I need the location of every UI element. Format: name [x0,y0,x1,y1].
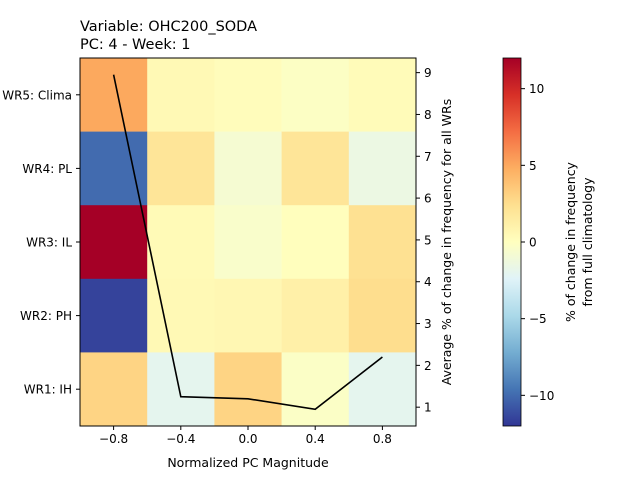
heatmap-cell [281,58,350,132]
y2-tick-label: 7 [424,150,432,164]
heatmap-cell [147,278,215,353]
y-tick-label: WR4: PL [22,162,72,176]
heatmap-cell [147,205,215,280]
colorbar-tick-label: −5 [529,312,547,326]
y2-tick-label: 2 [424,359,432,373]
x-tick-label: 0.8 [373,432,392,446]
colorbar-tick-label: 10 [529,82,544,96]
heatmap-cell [147,352,215,427]
heatmap-cell [80,205,148,280]
y-tick-label: WR5: Clima [2,88,72,102]
y-tick-label: WR2: PH [20,309,72,323]
x-tick-label: 0.0 [238,432,257,446]
heatmap-cell [80,58,148,132]
heatmap-cell [80,352,148,427]
y2-axis-label: Average % of change in frequency for all… [439,99,454,386]
colorbar-label-line2: from full climatology [580,177,595,307]
y2-tick-label: 9 [424,66,432,80]
y2-tick-label: 4 [424,275,432,289]
heatmap-cell [80,131,148,206]
line-layer [112,74,383,411]
y-axis: WR5: Clima WR4: PL WR3: IL WR2: PH WR1: IH [2,88,80,397]
heatmap-cells [80,58,417,427]
x-tick-label: −0.8 [99,432,128,446]
heatmap-cell [147,58,215,132]
y2-tick-label: 6 [424,192,432,206]
heatmap-cell [348,58,417,132]
plot-frame [79,57,417,427]
colorbar-ticks: 10 5 0 −5 −10 [521,82,554,403]
heatmap-cell [348,131,417,206]
heatmap-cell [214,58,282,132]
colorbar-label-line1: % of change in frequency [563,161,578,322]
colorbar-tick-label: 0 [529,236,537,250]
heatmap-cell [214,131,282,206]
heatmap-cell [281,131,350,206]
y-tick-label: WR3: IL [26,236,72,250]
heatmap-cell [281,278,350,353]
heatmap-cell [214,278,282,353]
average-change-line [112,74,383,411]
y2-axis: 1 2 3 4 5 6 7 8 9 [416,66,432,415]
y-tick-label: WR1: IH [24,383,72,397]
heatmap-cell [214,205,282,280]
x-tick-label: −0.4 [166,432,195,446]
x-axis-label: Normalized PC Magnitude [167,455,329,470]
heatmap-cell [348,352,417,427]
heatmap-cell [281,352,350,427]
y2-tick-label: 3 [424,317,432,331]
x-axis: −0.8 −0.4 0.0 0.4 0.8 [99,426,392,446]
colorbar-tick-label: 5 [529,159,537,173]
heatmap-cell [348,278,417,353]
heatmap-cell [214,352,282,427]
y2-tick-label: 1 [424,401,432,415]
y2-tick-label: 5 [424,233,432,247]
heatmap-cell [348,205,417,280]
chart-title-line1: Variable: OHC200_SODA [80,19,257,35]
x-tick-label: 0.4 [306,432,325,446]
y2-tick-label: 8 [424,108,432,122]
colorbar [502,57,522,427]
heatmap-cell [147,131,215,206]
colorbar-tick-label: −10 [529,389,554,403]
heatmap-cell [281,205,350,280]
chart-title-line2: PC: 4 - Week: 1 [80,37,191,53]
heatmap-cell [80,278,148,353]
